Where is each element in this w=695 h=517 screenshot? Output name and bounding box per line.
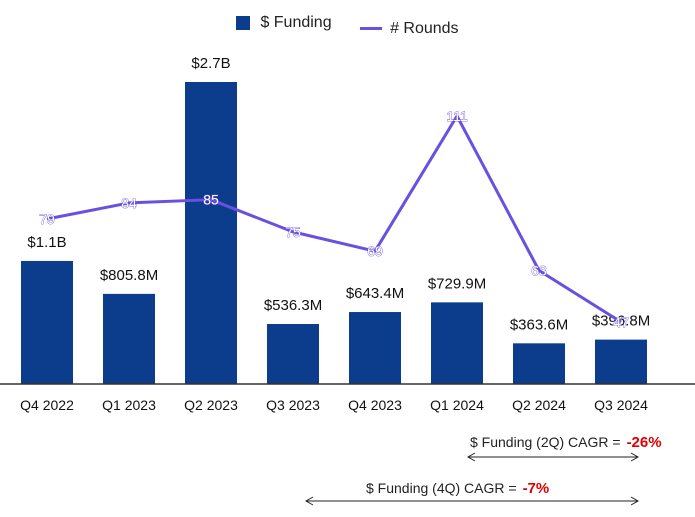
x-tick-label: Q4 2022: [20, 397, 74, 413]
cagr-2q-arrow-head-right: [630, 452, 640, 462]
rounds-data-label: 69: [367, 243, 383, 259]
funding-data-label: $363.6M: [510, 316, 568, 333]
rounds-data-label: 111: [446, 108, 467, 124]
legend-swatch-funding: [236, 16, 251, 30]
legend-item-rounds: # Rounds: [360, 20, 459, 38]
funding-data-label: $729.9M: [428, 275, 486, 292]
x-tick-label: Q4 2023: [348, 397, 402, 413]
funding-data-label: $643.4M: [346, 285, 404, 302]
rounds-data-label: 85: [203, 192, 219, 208]
cagr-4q-label: $ Funding (4Q) CAGR =: [366, 480, 517, 496]
cagr-4q-annotation: $ Funding (4Q) CAGR = -7%: [366, 480, 549, 497]
funding-data-label: $805.8M: [100, 267, 158, 284]
cagr-2q-label: $ Funding (2Q) CAGR =: [470, 434, 621, 450]
x-tick-label: Q3 2024: [594, 397, 648, 413]
legend-label-rounds: # Rounds: [390, 19, 459, 37]
funding-data-label: $2.7B: [191, 55, 230, 72]
funding-bar: [349, 312, 401, 384]
cagr-2q-value: -26%: [626, 434, 662, 451]
x-tick-label: Q2 2023: [184, 397, 238, 413]
x-tick-label: Q1 2024: [430, 397, 484, 413]
funding-bar: [431, 302, 483, 384]
legend-item-funding: $ Funding: [236, 14, 332, 32]
funding-bar: [185, 82, 237, 384]
rounds-line: [46, 114, 622, 324]
funding-data-label: $536.3M: [264, 297, 322, 314]
rounds-data-label: 75: [285, 224, 301, 240]
funding-data-label: $1.1B: [27, 234, 66, 251]
funding-bar: [595, 339, 647, 384]
rounds-data-label: 84: [121, 195, 137, 211]
rounds-data-label: 47: [613, 314, 629, 330]
funding-bar: [513, 343, 565, 384]
cagr-4q-value: -7%: [522, 480, 550, 497]
cagr-4q-arrow-head-right: [630, 496, 640, 506]
legend-label-funding: $ Funding: [260, 14, 332, 31]
cagr-2q-annotation: $ Funding (2Q) CAGR = -26%: [470, 434, 662, 451]
rounds-data-label: 79: [39, 211, 55, 227]
cagr-4q-arrow-head-left: [304, 496, 314, 506]
legend: $ Funding # Rounds: [0, 14, 695, 38]
funding-bar: [21, 260, 73, 384]
x-tick-label: Q3 2023: [266, 397, 320, 413]
rounds-data-label: 63: [531, 263, 547, 279]
funding-bar: [103, 293, 155, 384]
x-tick-label: Q1 2023: [102, 397, 156, 413]
legend-swatch-rounds: [360, 27, 383, 30]
x-tick-label: Q2 2024: [512, 397, 566, 413]
cagr-2q-arrow-head-left: [466, 452, 476, 462]
funding-bar: [267, 324, 319, 384]
